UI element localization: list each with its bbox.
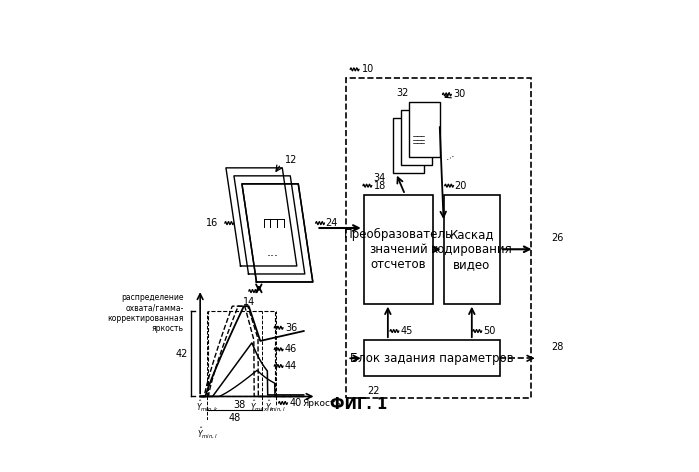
Text: 14: 14: [243, 296, 256, 306]
FancyBboxPatch shape: [393, 118, 424, 173]
Text: 28: 28: [551, 342, 563, 353]
Text: 24: 24: [326, 218, 338, 228]
Polygon shape: [242, 184, 313, 282]
Text: 38: 38: [233, 400, 245, 410]
Text: $\hat{Y}_{min,k}$: $\hat{Y}_{min,k}$: [196, 398, 219, 414]
FancyBboxPatch shape: [444, 195, 500, 304]
FancyBboxPatch shape: [401, 110, 432, 165]
Text: 45: 45: [401, 326, 413, 336]
Text: ...: ...: [443, 148, 456, 161]
Text: 50: 50: [484, 326, 496, 336]
Text: 30: 30: [454, 89, 466, 100]
Text: Яркость: Яркость: [303, 399, 341, 408]
FancyBboxPatch shape: [363, 195, 433, 304]
Text: 16: 16: [206, 218, 218, 228]
Text: 26: 26: [551, 233, 563, 244]
Text: ...: ...: [267, 246, 279, 259]
Text: 18: 18: [374, 181, 386, 191]
Text: $\hat{Y}_{min,l}$: $\hat{Y}_{min,l}$: [265, 398, 287, 414]
Text: $\hat{Y}_{min,l}$: $\hat{Y}_{min,l}$: [197, 426, 218, 441]
Text: 42: 42: [175, 349, 188, 359]
Text: ФИГ. 1: ФИГ. 1: [330, 397, 387, 412]
Text: 32: 32: [396, 88, 409, 98]
Text: 44: 44: [284, 361, 297, 371]
Polygon shape: [226, 168, 297, 266]
FancyBboxPatch shape: [409, 102, 440, 157]
Text: 12: 12: [284, 155, 297, 165]
Text: 20: 20: [454, 181, 467, 191]
Text: распределение
охвата/гамма-
корректированная
яркость: распределение охвата/гамма- корректирова…: [108, 293, 184, 333]
Text: Блок задания параметров: Блок задания параметров: [350, 352, 514, 365]
Text: 34: 34: [373, 173, 385, 184]
FancyBboxPatch shape: [363, 340, 500, 377]
Text: 46: 46: [284, 345, 297, 354]
Text: 40: 40: [289, 398, 302, 408]
Text: $\hat{Y}_{max,k}$: $\hat{Y}_{max,k}$: [250, 398, 275, 414]
Polygon shape: [234, 176, 305, 274]
Text: Каскад
кодирования
видео: Каскад кодирования видео: [431, 228, 512, 271]
Text: Преобразователь
значений
отсчетов: Преобразователь значений отсчетов: [344, 228, 453, 271]
Text: 48: 48: [229, 413, 241, 423]
Text: 22: 22: [367, 386, 380, 396]
Text: 36: 36: [284, 323, 297, 333]
Text: 10: 10: [362, 64, 374, 75]
